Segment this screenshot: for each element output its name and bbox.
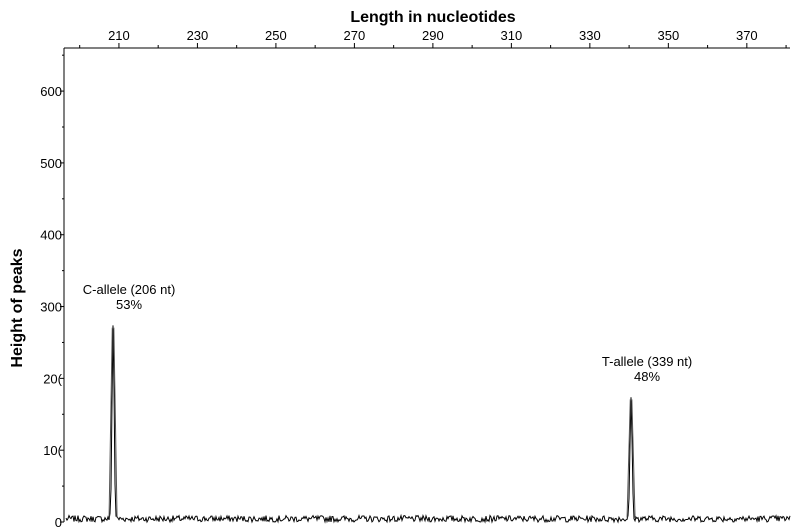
trace xyxy=(65,325,791,524)
x-tick-label: 350 xyxy=(657,28,679,43)
peak-annotation-label: C-allele (206 nt) xyxy=(83,282,176,297)
x-tick-labels: 210 230 250 270 290 310 330 350 370 xyxy=(108,28,758,43)
y-tick-label: 500 xyxy=(40,156,62,171)
x-tick-label: 230 xyxy=(187,28,209,43)
x-tick-label: 210 xyxy=(108,28,130,43)
y-tick-label: 400 xyxy=(40,228,62,243)
y-tick-labels: 0 10( 20( 300 400 500 600 xyxy=(40,84,62,530)
y-axis-label: Height of peaks xyxy=(9,248,26,367)
trace-line xyxy=(65,325,791,524)
peak-annotation-value: 53% xyxy=(116,297,142,312)
peak-1 xyxy=(626,399,636,518)
peak-annotations: C-allele (206 nt)53% T-allele (339 nt)48% xyxy=(83,282,692,384)
x-tick-label: 270 xyxy=(344,28,366,43)
chart-title: Length in nucleotides xyxy=(350,9,515,26)
x-tick-label: 290 xyxy=(422,28,444,43)
axes xyxy=(60,43,790,523)
x-tick-label: 370 xyxy=(736,28,758,43)
y-tick-label: 0 xyxy=(55,515,62,530)
y-tick-label: 10( xyxy=(43,443,62,458)
x-tick-label: 250 xyxy=(265,28,287,43)
y-tick-label: 600 xyxy=(40,84,62,99)
y-tick-label: 20( xyxy=(43,371,62,386)
peak-annotation-value: 48% xyxy=(634,369,660,384)
peak-0 xyxy=(108,327,118,518)
peak-annotation-label: T-allele (339 nt) xyxy=(602,354,692,369)
x-tick-label: 310 xyxy=(501,28,523,43)
x-tick-label: 330 xyxy=(579,28,601,43)
y-tick-label: 300 xyxy=(40,300,62,315)
